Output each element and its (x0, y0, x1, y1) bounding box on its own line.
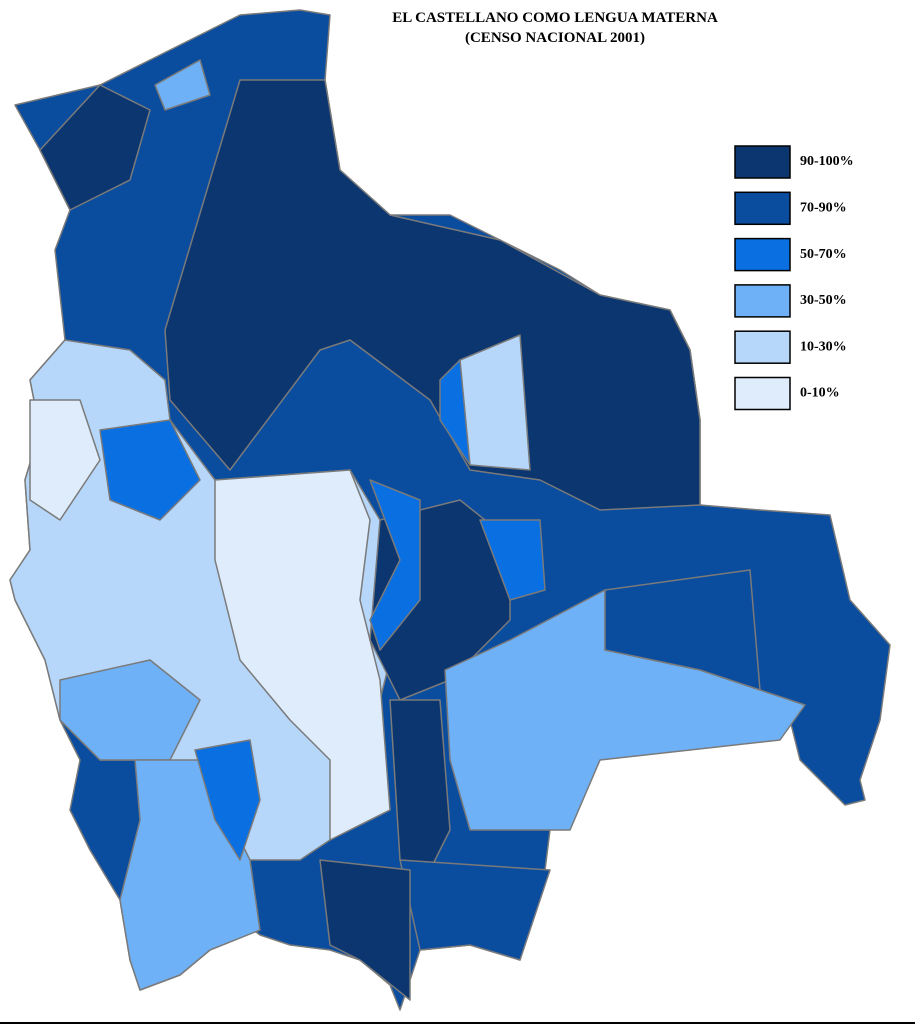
legend-swatch (734, 237, 791, 272)
map-title: EL CASTELLANO COMO LENGUA MATERNA (392, 10, 718, 26)
region (479, 519, 546, 601)
legend-label: 90-100% (800, 154, 854, 169)
region (369, 479, 421, 651)
map-subtitle: (CENSO NACIONAL 2001) (465, 30, 645, 46)
region (214, 469, 391, 841)
legend-label: 70-90% (800, 201, 847, 216)
legend-swatch (734, 376, 791, 411)
legend-swatch (734, 284, 791, 318)
region (194, 739, 261, 861)
region (164, 79, 701, 511)
legend-label: 10-30% (800, 339, 847, 354)
legend-swatch (734, 145, 791, 179)
region (99, 419, 201, 521)
legend-label: 30-50% (800, 293, 847, 308)
region (154, 59, 211, 111)
region (39, 84, 151, 211)
legend-label: 50-70% (800, 247, 847, 262)
legend-swatch (734, 191, 791, 226)
region (604, 569, 761, 691)
region (399, 859, 551, 961)
legend: 90-100% 70-90% 50-70% 30-50% 10-30% 0-10% (734, 145, 854, 411)
region (29, 399, 101, 521)
map (9, 9, 891, 1011)
region (319, 859, 411, 1001)
legend-swatch (734, 330, 791, 364)
region (444, 589, 806, 831)
legend-label: 0-10% (800, 386, 840, 401)
region (439, 359, 471, 466)
region (389, 699, 451, 871)
